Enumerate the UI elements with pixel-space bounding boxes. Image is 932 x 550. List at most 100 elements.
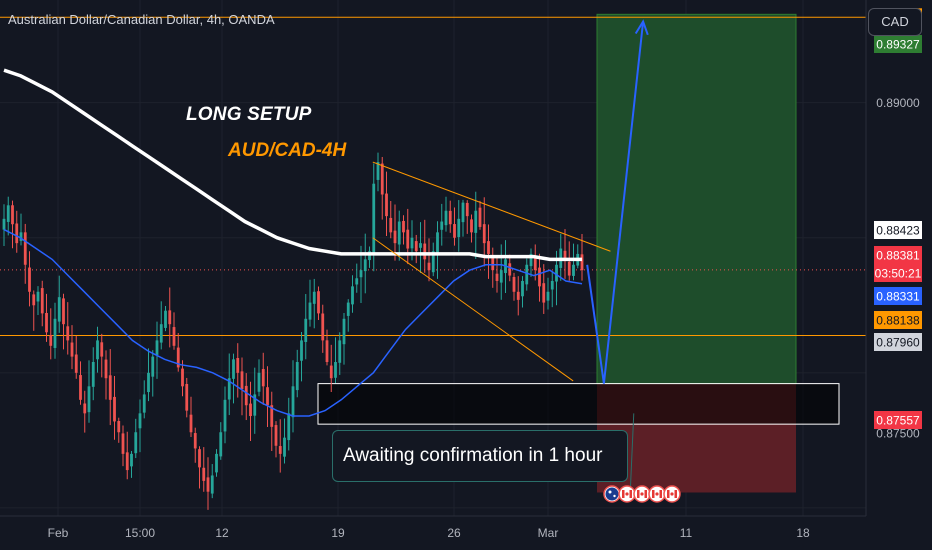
event-marker-aud	[603, 485, 621, 503]
candle-body	[83, 403, 87, 414]
candle-body	[130, 453, 133, 467]
candle-body	[261, 368, 265, 387]
candle	[457, 200, 461, 252]
candle	[159, 301, 163, 350]
candle-body	[542, 283, 546, 303]
candle-body	[359, 270, 363, 278]
candle	[219, 422, 223, 460]
candle-body	[249, 403, 252, 417]
candle-body	[372, 183, 376, 255]
candle	[193, 427, 197, 463]
candle	[440, 203, 444, 246]
candle	[96, 326, 99, 373]
price-label-stop: 0.87557	[874, 411, 922, 429]
candle-body	[478, 207, 482, 227]
candle	[431, 242, 435, 277]
candle-body	[62, 298, 65, 325]
candle	[427, 238, 431, 282]
candle	[529, 248, 533, 277]
candle-body	[291, 386, 295, 418]
candle-body	[142, 394, 146, 413]
callout-connector	[629, 413, 635, 498]
price-label-level: 0.88138	[874, 311, 922, 329]
candle-body	[193, 433, 197, 449]
candle-body	[104, 359, 108, 379]
candle-body	[215, 453, 218, 473]
candle-body	[147, 372, 150, 393]
candle-body	[410, 237, 414, 249]
candle-body	[253, 394, 257, 416]
candle-body	[397, 221, 401, 245]
candle	[227, 353, 231, 416]
candle-body	[342, 318, 346, 345]
time-label: Feb	[48, 526, 69, 540]
candle	[304, 294, 308, 360]
candle-body	[423, 243, 427, 260]
candle	[244, 373, 248, 421]
price-label-text: 03:50:21	[875, 267, 922, 281]
candle	[138, 399, 142, 453]
candle	[478, 200, 482, 230]
candle	[83, 390, 87, 433]
flag-ca-band-right	[674, 490, 677, 498]
flag-ca-leaf	[655, 492, 659, 496]
flag-ca-band-right	[659, 490, 662, 498]
candle-body	[202, 467, 206, 481]
candle-body	[223, 399, 227, 432]
candle	[329, 344, 333, 393]
candle-body	[257, 372, 261, 392]
candle	[393, 204, 397, 261]
candle	[278, 419, 282, 473]
candle	[491, 247, 495, 288]
candle	[206, 457, 210, 510]
price-label-tick: 0.89000	[876, 96, 920, 110]
candle	[419, 222, 422, 274]
price-label-text: 0.88331	[876, 290, 920, 304]
candle	[11, 200, 14, 249]
candle-body	[91, 362, 95, 387]
candle	[189, 396, 193, 438]
candle-body	[457, 218, 461, 238]
candle-body	[108, 375, 112, 400]
candle	[414, 234, 418, 264]
price-label-bg	[874, 287, 922, 305]
candle-body	[533, 257, 537, 271]
event-marker-cad	[663, 485, 681, 503]
price-label-bg	[874, 311, 922, 329]
currency-button[interactable]: CAD	[868, 8, 922, 36]
candle-body	[19, 232, 23, 241]
candle-body	[295, 362, 299, 391]
price-label-bg	[874, 264, 922, 282]
candle	[249, 381, 252, 441]
candle-body	[470, 219, 473, 233]
candle-body	[312, 291, 316, 304]
candle	[385, 171, 388, 237]
candle	[142, 380, 146, 419]
candle-body	[389, 217, 393, 233]
candle-body	[23, 232, 27, 265]
flag-ca-band-left	[622, 490, 625, 498]
candle	[325, 329, 329, 366]
candle	[351, 275, 354, 313]
candle	[380, 156, 384, 220]
candle-body	[189, 414, 193, 433]
candle	[53, 302, 57, 359]
candle	[291, 360, 295, 433]
candle-body	[325, 340, 329, 363]
candle	[274, 421, 278, 458]
flag-ca-leaf	[625, 492, 629, 496]
candle	[87, 360, 91, 423]
moving-averages	[3, 68, 583, 417]
candle	[202, 447, 206, 492]
candle	[257, 359, 261, 397]
candle	[155, 321, 159, 379]
candle-body	[308, 302, 312, 320]
candle	[36, 286, 40, 315]
candle	[236, 343, 240, 398]
price-label-bg	[874, 411, 922, 429]
flag-au-star	[608, 490, 612, 494]
candle	[465, 200, 469, 234]
flag-ca-band-left	[652, 490, 655, 498]
